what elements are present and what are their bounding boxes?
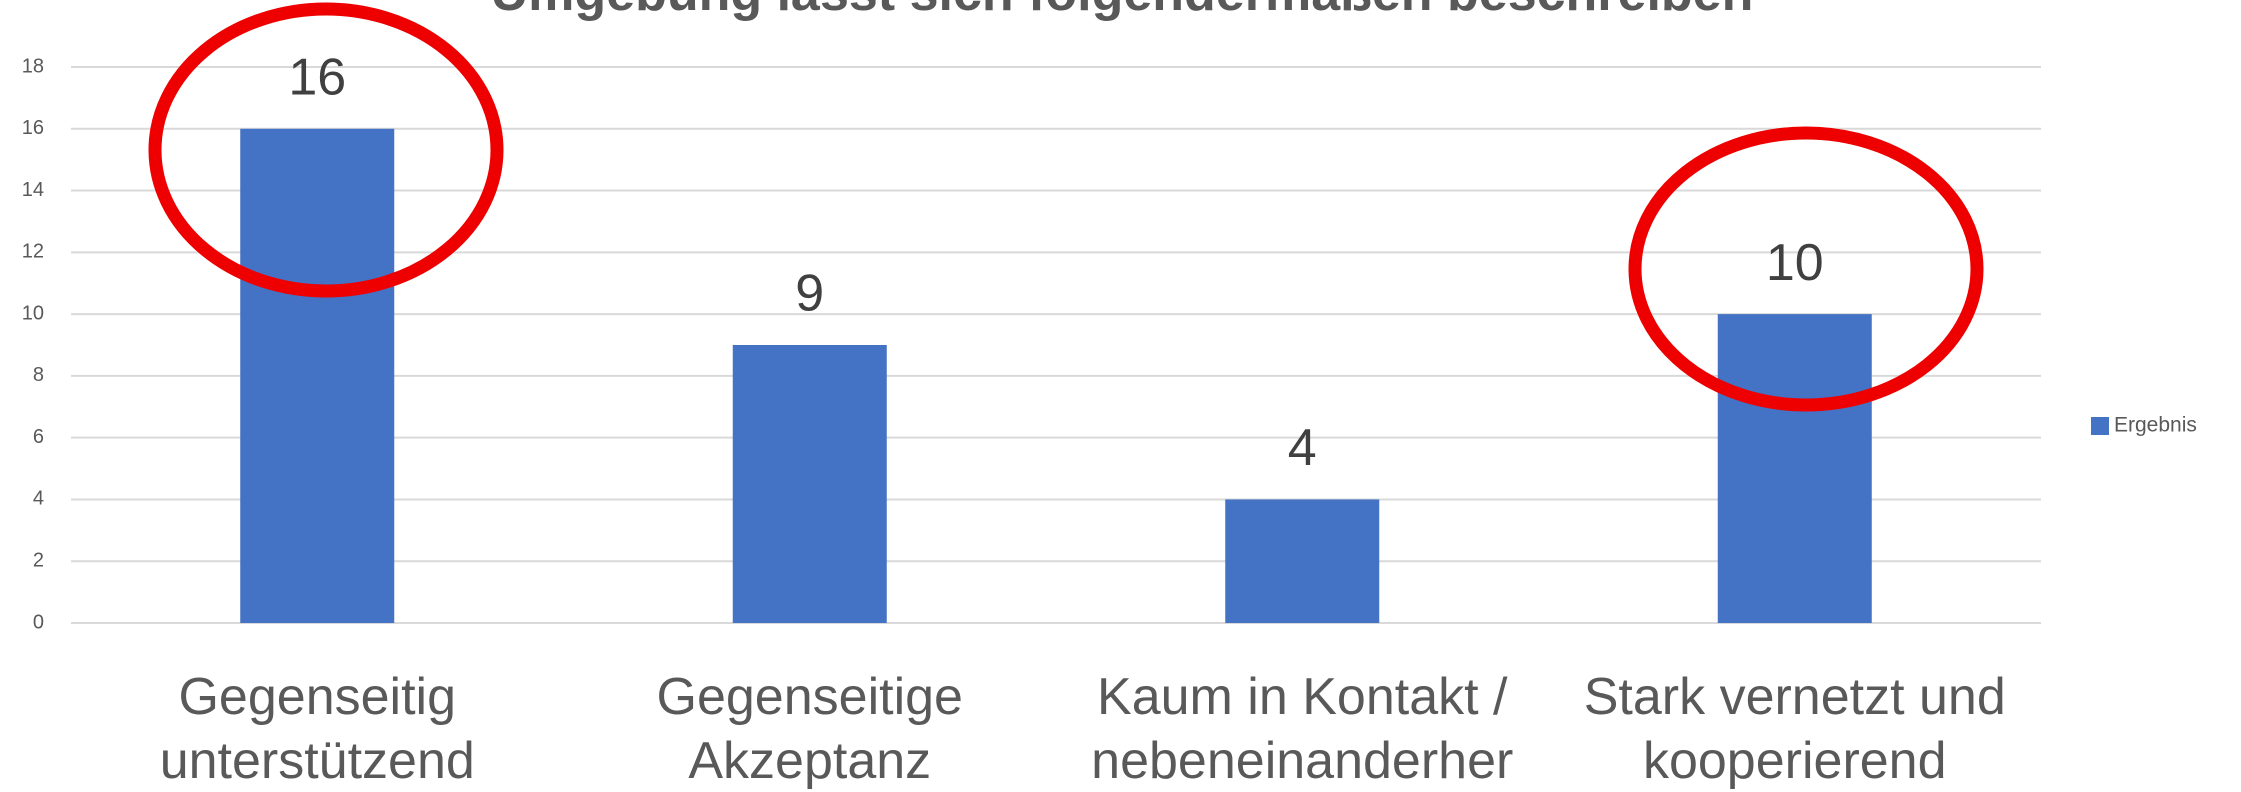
data-label: 4 [1288, 419, 1317, 477]
y-tick-label: 16 [22, 117, 44, 139]
y-tick-label: 10 [22, 302, 44, 324]
y-tick-label: 18 [22, 55, 44, 77]
y-tick-label: 2 [33, 550, 44, 572]
y-tick-label: 12 [22, 241, 44, 263]
highlight-circle [148, 2, 504, 298]
y-tick-label: 0 [33, 611, 44, 633]
y-tick-label: 6 [33, 426, 44, 448]
x-tick-label: Gegenseitig unterstützend [159, 668, 475, 790]
bar [240, 128, 395, 623]
data-label: 9 [795, 265, 824, 323]
y-tick-label: 14 [22, 179, 44, 201]
bar [732, 345, 887, 623]
legend-swatch [2091, 417, 2109, 435]
x-tick-label: Gegenseitige Akzeptanz [656, 668, 963, 790]
bar [1225, 499, 1380, 623]
y-tick-label: 4 [33, 488, 44, 510]
data-label: 16 [288, 49, 346, 107]
y-tick-label: 8 [33, 364, 44, 386]
data-label: 10 [1766, 234, 1824, 292]
bar [1717, 314, 1872, 623]
legend-label: Ergebnis [2114, 414, 2197, 437]
x-tick-label: Kaum in Kontakt / nebeneinanderher [1091, 668, 1514, 790]
highlight-circle [1628, 126, 1984, 412]
chart-title: Umgebung lässt sich folgendermaßen besch… [491, 0, 1754, 22]
x-tick-label: Stark vernetzt und kooperierend [1583, 668, 2006, 790]
